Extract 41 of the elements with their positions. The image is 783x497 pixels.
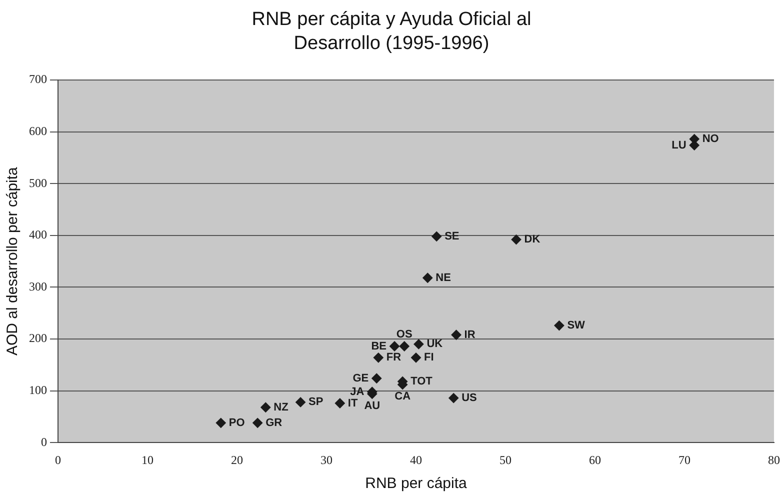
annotation: IR (464, 328, 476, 341)
annotation: DK (524, 234, 540, 246)
annotation: AU (364, 400, 380, 412)
annotation: UK (426, 338, 443, 350)
annotation: US (462, 392, 477, 404)
annotation: LU (672, 139, 686, 152)
annotation: SP (308, 396, 324, 408)
annotation: CA (394, 390, 411, 403)
y-tick-label: 300 (29, 279, 47, 294)
annotation: IT (348, 397, 358, 410)
x-tick-label: 50 (500, 452, 512, 467)
annotation: OS (396, 328, 412, 340)
x-tick-label: 40 (410, 452, 422, 467)
y-axis-title: AOD al desarrollo per cápita (4, 166, 22, 356)
x-tick-label: 10 (142, 452, 154, 467)
annotation: FI (424, 352, 434, 364)
annotation: TOT (410, 376, 433, 388)
annotation: BE (371, 340, 387, 352)
annotation: NO (702, 133, 720, 146)
y-tick-label: 600 (29, 124, 47, 138)
annotation: NZ (274, 401, 289, 414)
annotation: PO (228, 416, 246, 429)
annotation: NE (436, 272, 451, 284)
x-tick-label: 0 (55, 452, 61, 467)
y-tick-label: 400 (29, 228, 47, 242)
x-tick-label: 20 (231, 452, 243, 467)
annotation: GR (266, 416, 282, 429)
x-tick-label: 80 (768, 452, 780, 467)
annotation: SW (567, 320, 586, 332)
chart-title: RNB per cápita y Ayuda Oficial al Desarrollo (1995-1996) (250, 8, 532, 56)
x-tick-label: 30 (320, 452, 332, 467)
y-tick-label: 100 (29, 382, 47, 397)
y-tick-label: 700 (29, 72, 47, 86)
x-tick-label: 60 (589, 452, 601, 467)
x-axis-title: RNB per cápita (365, 475, 468, 492)
x-tick-label: 70 (678, 452, 690, 467)
y-tick-label: 0 (41, 434, 47, 449)
y-tick-label: 500 (29, 176, 47, 190)
annotation: GE (352, 372, 369, 384)
annotation: FR (386, 352, 402, 364)
y-tick-label: 200 (29, 331, 47, 346)
